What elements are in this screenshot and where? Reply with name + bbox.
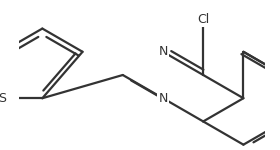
Text: Cl: Cl bbox=[197, 13, 209, 26]
Text: N: N bbox=[158, 92, 168, 105]
Text: N: N bbox=[158, 45, 168, 58]
Text: S: S bbox=[0, 92, 6, 105]
